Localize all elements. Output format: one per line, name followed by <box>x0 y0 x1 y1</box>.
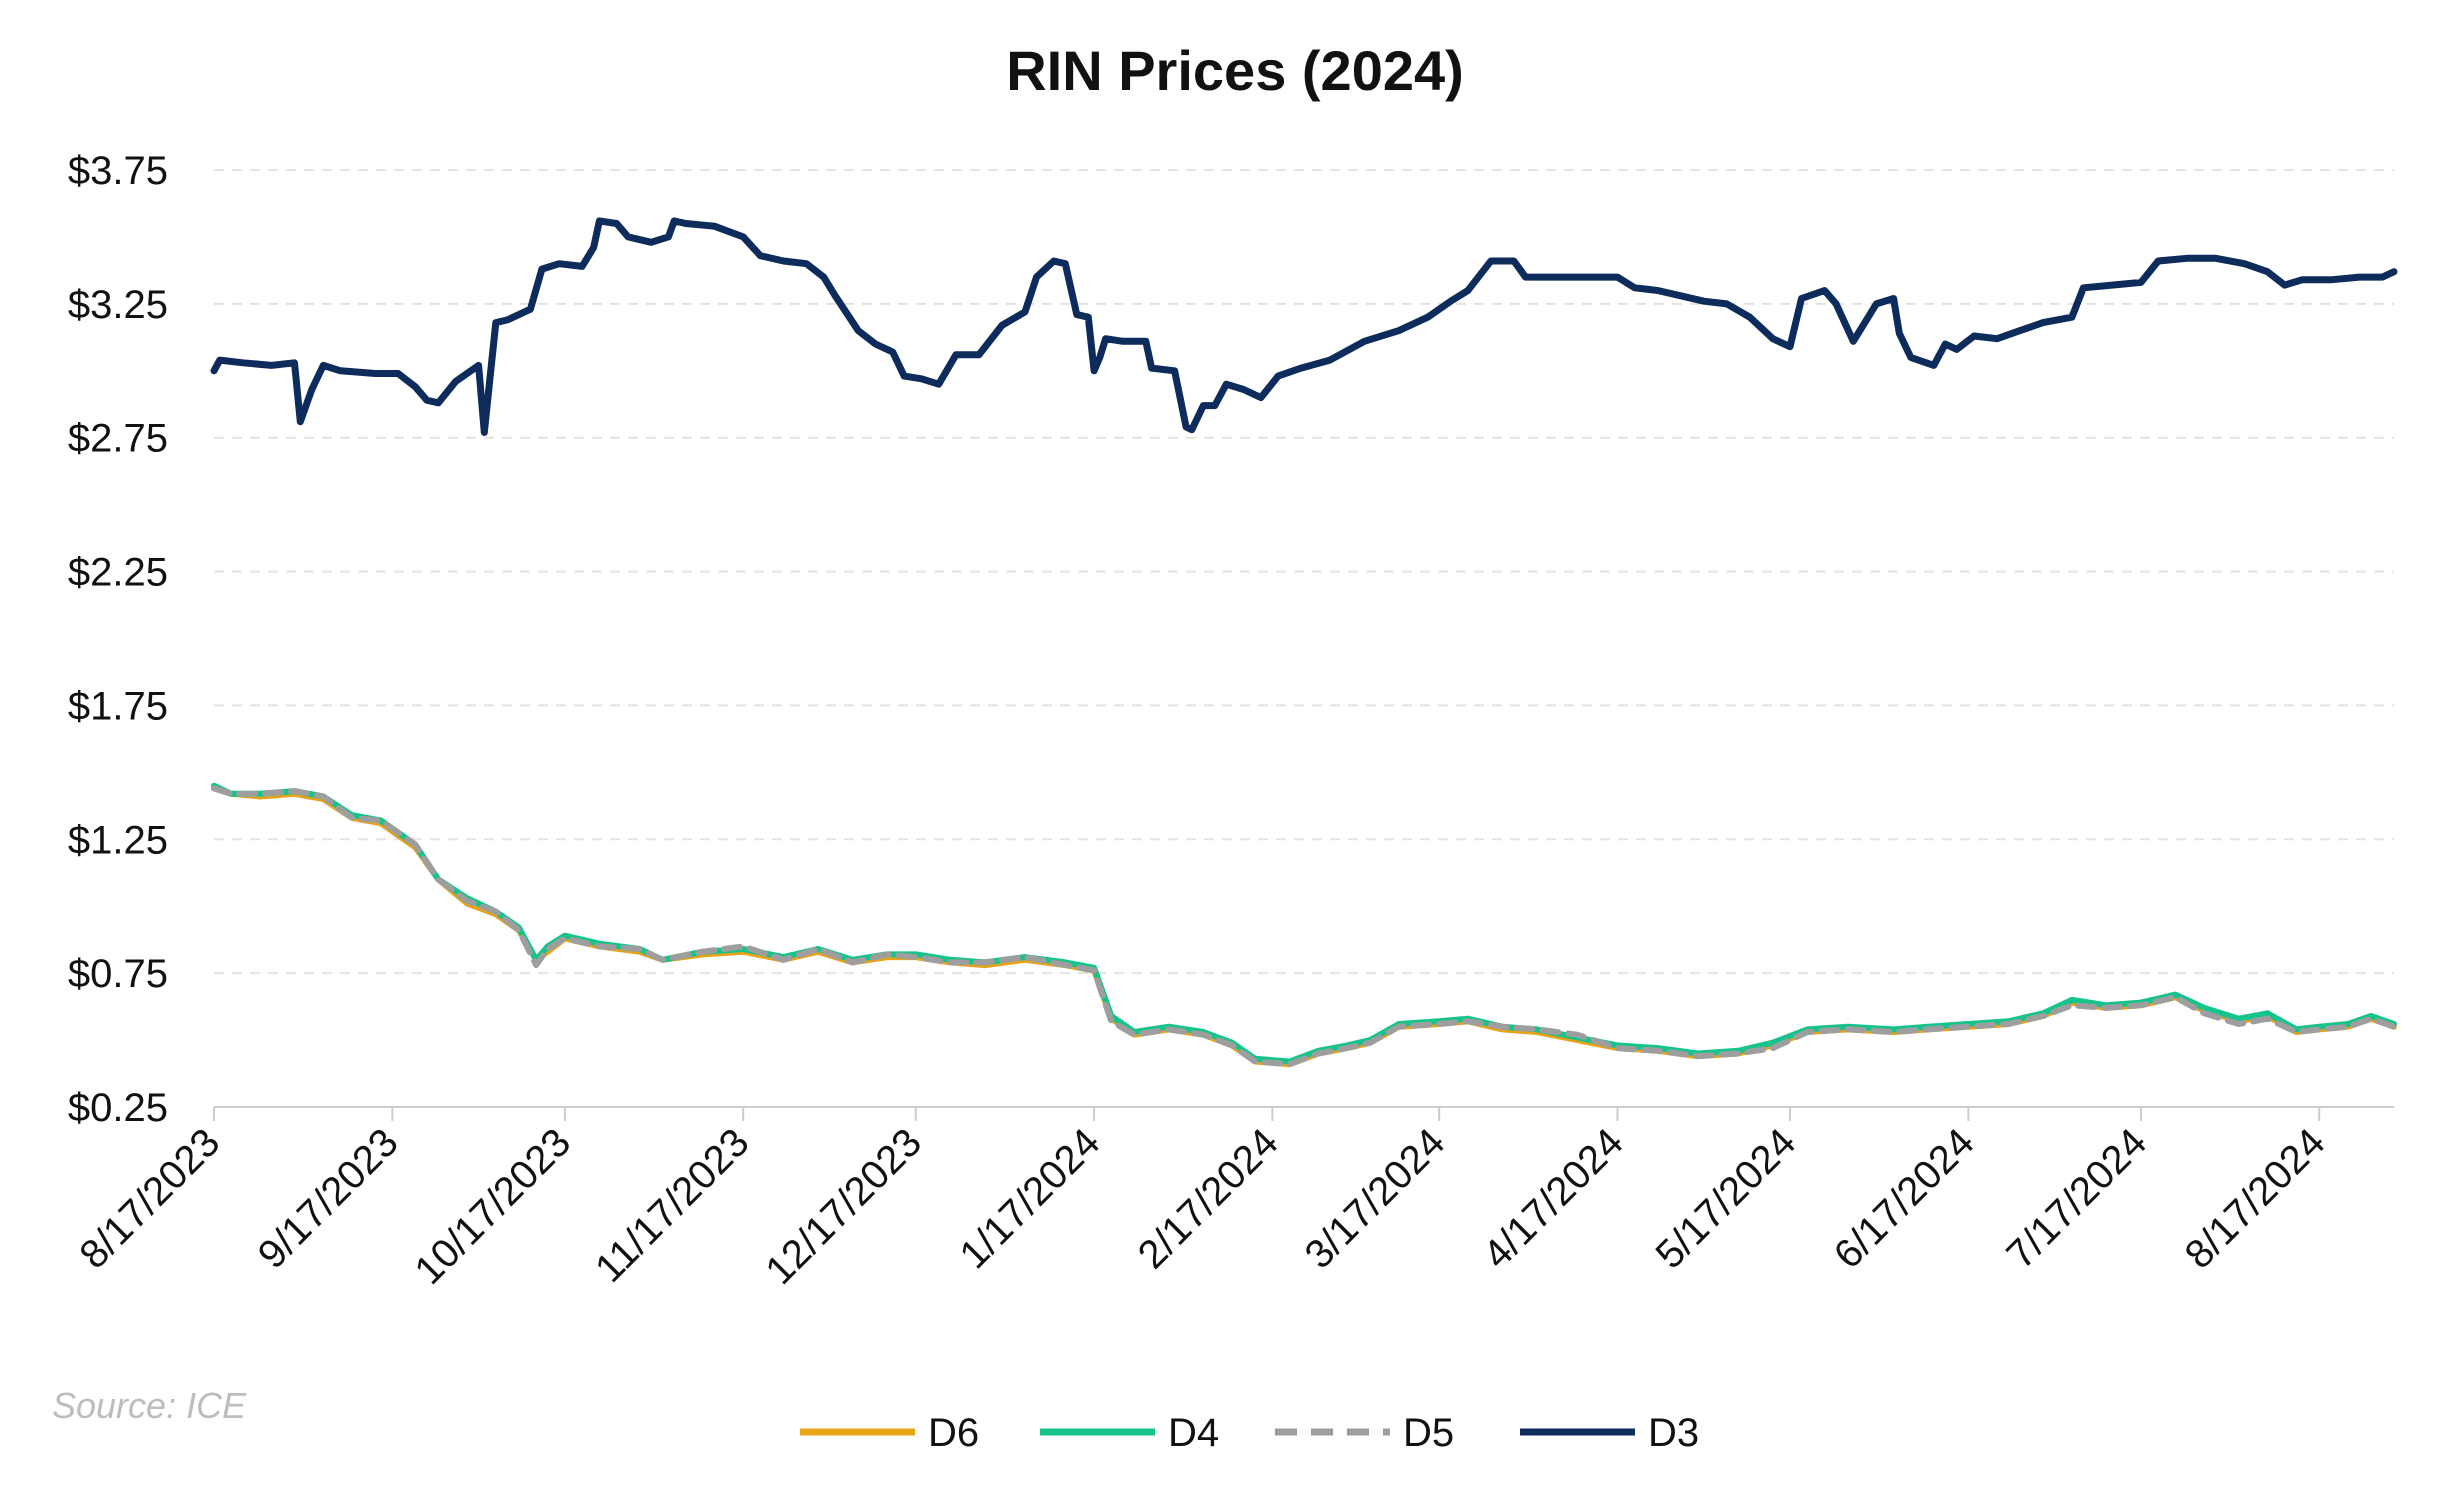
x-axis <box>213 1106 2394 1121</box>
y-tick-label: $0.25 <box>68 1086 168 1130</box>
y-tick-label: $3.75 <box>68 149 168 193</box>
legend-label-d4: D4 <box>1168 1411 1219 1455</box>
x-tick-label: 8/17/2023 <box>71 1120 228 1277</box>
x-tick-label: 10/17/2023 <box>407 1120 580 1293</box>
series-line-d4 <box>211 782 2397 1065</box>
x-axis-labels: 8/17/2023 9/17/2023 10/17/2023 11/17/2023 12… <box>71 1120 2333 1293</box>
chart-title: RIN Prices (2024) <box>1006 39 1464 102</box>
y-tick-label: $0.75 <box>68 952 168 996</box>
series-lines <box>210 217 2398 1068</box>
x-tick-label: 11/17/2023 <box>587 1120 758 1291</box>
series-line-d5 <box>211 785 2397 1068</box>
y-tick-label: $2.75 <box>68 417 168 461</box>
x-tick-label: 6/17/2024 <box>1826 1120 1983 1277</box>
y-tick-label: $1.75 <box>68 684 168 728</box>
y-tick-label: $1.25 <box>68 818 168 862</box>
x-tick-label: 12/17/2023 <box>757 1120 930 1293</box>
gridlines <box>214 169 2394 975</box>
series-line-d3 <box>210 217 2398 436</box>
x-tick-label: 1/17/2024 <box>951 1120 1108 1277</box>
y-axis-labels: $3.75 $3.25 $2.75 $2.25 $1.75 $1.25 $0.75 $0.25 <box>68 149 168 1130</box>
y-tick-label: $3.25 <box>68 283 168 327</box>
x-tick-label: 8/17/2024 <box>2177 1120 2334 1277</box>
x-tick-label: 3/17/2024 <box>1297 1120 1454 1277</box>
x-tick-label: 9/17/2023 <box>250 1120 407 1277</box>
legend-label-d5: D5 <box>1403 1411 1454 1455</box>
x-tick-label: 5/17/2024 <box>1647 1120 1804 1277</box>
series-line-d6 <box>211 785 2397 1068</box>
x-tick-label: 7/17/2024 <box>1998 1120 2155 1277</box>
x-tick-label: 4/17/2024 <box>1475 1120 1632 1277</box>
legend-label-d6: D6 <box>928 1411 979 1455</box>
x-tick-label: 2/17/2024 <box>1130 1120 1287 1277</box>
legend-label-d3: D3 <box>1648 1411 1699 1455</box>
source-note: Source: ICE <box>52 1385 247 1426</box>
legend: D6 D4 D5 D3 <box>800 1411 1699 1455</box>
y-tick-label: $2.25 <box>68 551 168 595</box>
